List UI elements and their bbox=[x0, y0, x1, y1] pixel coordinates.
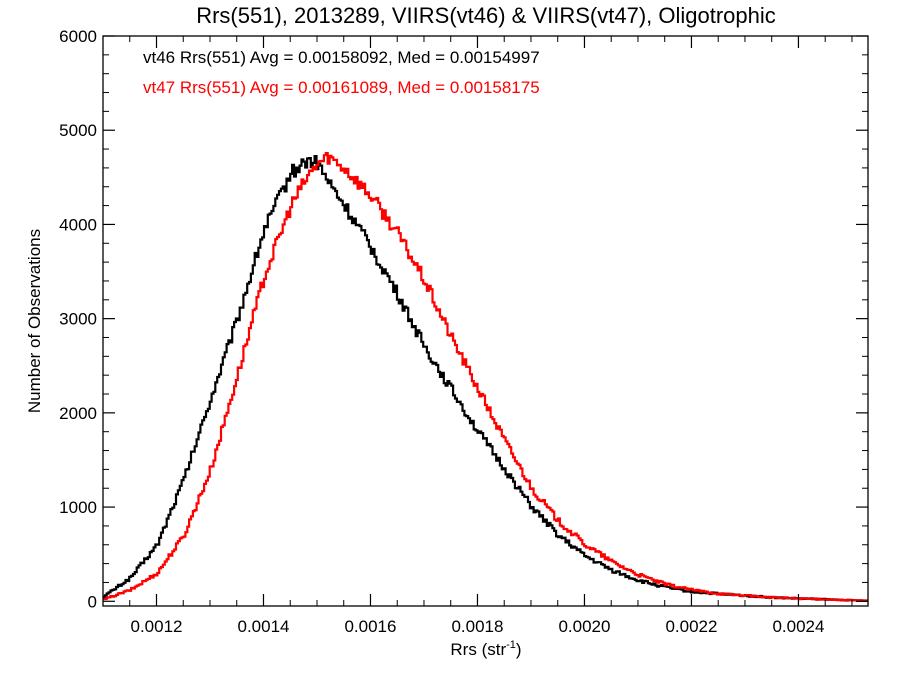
x-tick-label: 0.0016 bbox=[344, 617, 396, 636]
y-tick-label: 6000 bbox=[59, 27, 97, 46]
legend-entry-vt46: vt46 Rrs(551) Avg = 0.00158092, Med = 0.… bbox=[143, 48, 540, 67]
x-tick-label: 0.0022 bbox=[665, 617, 717, 636]
chart-title: Rrs(551), 2013289, VIIRS(vt46) & VIIRS(v… bbox=[196, 3, 776, 28]
y-tick-label: 4000 bbox=[59, 215, 97, 234]
y-tick-label: 1000 bbox=[59, 498, 97, 517]
x-tick-label: 0.0018 bbox=[451, 617, 503, 636]
legend-entry-vt47: vt47 Rrs(551) Avg = 0.00161089, Med = 0.… bbox=[143, 78, 540, 97]
x-axis-label: Rrs (str-1) bbox=[450, 639, 521, 659]
x-axis-label-main: Rrs (str bbox=[450, 640, 506, 659]
x-axis: 0.0012 0.0014 0.0016 0.0018 0.0020 0.0022 0.00… bbox=[102, 36, 853, 636]
x-tick-label: 0.0014 bbox=[237, 617, 289, 636]
x-tick-label: 0.0012 bbox=[130, 617, 182, 636]
y-tick-label: 3000 bbox=[59, 310, 97, 329]
series-vt46-line bbox=[103, 155, 868, 602]
y-tick-label: 2000 bbox=[59, 404, 97, 423]
x-tick-label: 0.0024 bbox=[772, 617, 824, 636]
y-axis: 0 1000 2000 3000 4000 5000 6000 bbox=[59, 27, 868, 611]
y-tick-label: 0 bbox=[88, 592, 97, 611]
y-tick-label: 5000 bbox=[59, 121, 97, 140]
plot-area bbox=[103, 152, 868, 602]
x-axis-label-superscript: -1 bbox=[506, 639, 516, 651]
x-tick-label: 0.0020 bbox=[558, 617, 610, 636]
x-axis-label-close: ) bbox=[516, 640, 522, 659]
y-axis-label: Number of Observations bbox=[25, 229, 44, 413]
series-vt47-line bbox=[103, 152, 868, 602]
plot-frame bbox=[102, 35, 869, 607]
